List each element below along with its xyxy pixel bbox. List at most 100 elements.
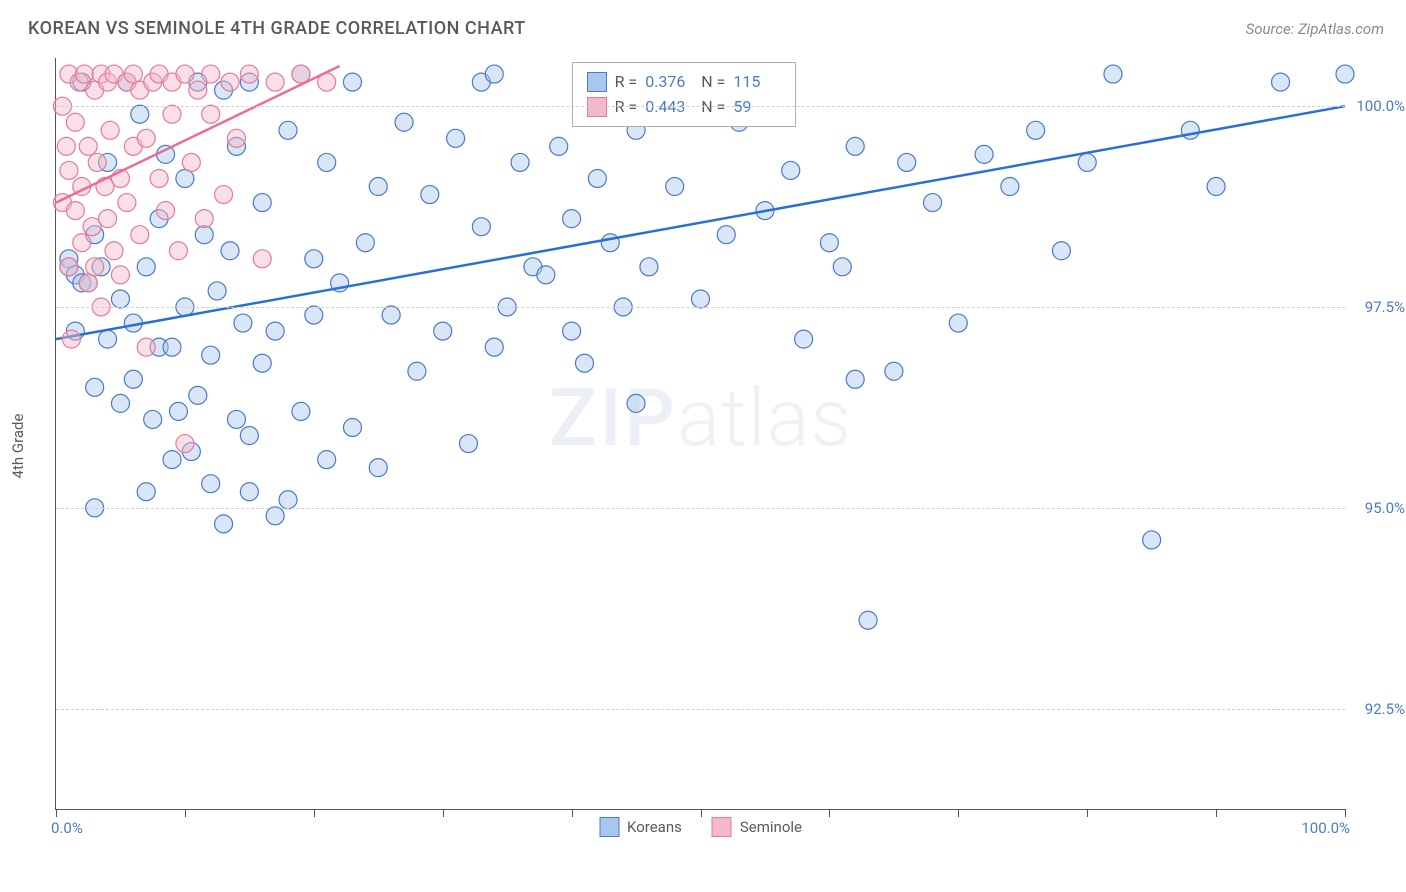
data-point: [176, 169, 194, 187]
data-point: [382, 306, 400, 324]
chart-container: KOREAN VS SEMINOLE 4TH GRADE CORRELATION…: [0, 0, 1406, 892]
data-point: [885, 362, 903, 380]
data-point: [124, 65, 142, 83]
data-point: [202, 105, 220, 123]
data-point: [692, 290, 710, 308]
data-point: [182, 153, 200, 171]
stats-box: R =0.376N =115R =0.443N =59: [572, 62, 797, 127]
data-point: [279, 491, 297, 509]
data-point: [846, 370, 864, 388]
x-tick: [314, 809, 315, 817]
r-value: 0.376: [645, 69, 693, 95]
data-point: [343, 418, 361, 436]
data-point: [550, 137, 568, 155]
x-max-label: 100.0%: [1301, 819, 1350, 837]
x-tick: [1087, 809, 1088, 817]
data-point: [1272, 73, 1290, 91]
plot-area: ZIPatlas R =0.376N =115R =0.443N =59 Kor…: [55, 58, 1345, 810]
data-point: [1027, 121, 1045, 139]
data-point: [131, 105, 149, 123]
data-point: [101, 121, 119, 139]
data-point: [846, 137, 864, 155]
y-tick-label: 92.5%: [1350, 700, 1405, 718]
data-point: [202, 65, 220, 83]
data-point: [1181, 121, 1199, 139]
data-point: [176, 435, 194, 453]
data-point: [833, 258, 851, 276]
data-point: [144, 410, 162, 428]
data-point: [472, 218, 490, 236]
data-point: [215, 515, 233, 533]
data-point: [111, 394, 129, 412]
data-point: [266, 507, 284, 525]
legend-swatch: [599, 817, 619, 837]
y-axis-title: 4th Grade: [9, 414, 27, 479]
x-tick: [829, 809, 830, 817]
bottom-legend: Koreans Seminole: [599, 817, 802, 837]
data-point: [640, 258, 658, 276]
data-point: [1001, 178, 1019, 196]
x-tick: [958, 809, 959, 817]
data-point: [408, 362, 426, 380]
data-point: [1143, 531, 1161, 549]
data-point: [859, 611, 877, 629]
data-point: [253, 354, 271, 372]
gridline: [56, 709, 1345, 710]
chart-title: KOREAN VS SEMINOLE 4TH GRADE CORRELATION…: [28, 18, 526, 39]
data-point: [1104, 65, 1122, 83]
data-point: [195, 210, 213, 228]
data-point: [118, 194, 136, 212]
data-point: [105, 242, 123, 260]
data-point: [202, 475, 220, 493]
data-point: [485, 65, 503, 83]
y-tick-label: 100.0%: [1350, 97, 1405, 115]
data-point: [99, 210, 117, 228]
data-point: [575, 354, 593, 372]
data-point: [163, 451, 181, 469]
data-point: [421, 186, 439, 204]
data-point: [86, 378, 104, 396]
data-point: [434, 322, 452, 340]
data-point: [898, 153, 916, 171]
data-point: [1078, 153, 1096, 171]
data-point: [240, 427, 258, 445]
data-point: [79, 274, 97, 292]
legend-item: Seminole: [712, 817, 802, 837]
data-point: [511, 153, 529, 171]
y-tick-label: 97.5%: [1350, 298, 1405, 316]
data-point: [73, 234, 91, 252]
data-point: [447, 129, 465, 147]
data-point: [305, 306, 323, 324]
data-point: [266, 322, 284, 340]
data-point: [176, 65, 194, 83]
data-point: [537, 266, 555, 284]
data-point: [601, 234, 619, 252]
x-min-label: 0.0%: [51, 819, 83, 837]
data-point: [195, 226, 213, 244]
data-point: [485, 338, 503, 356]
data-point: [234, 314, 252, 332]
data-point: [627, 394, 645, 412]
x-tick: [572, 809, 573, 817]
data-point: [369, 459, 387, 477]
data-point: [459, 435, 477, 453]
data-point: [924, 194, 942, 212]
data-point: [202, 346, 220, 364]
data-point: [305, 250, 323, 268]
data-point: [227, 410, 245, 428]
data-point: [369, 178, 387, 196]
data-point: [343, 73, 361, 91]
x-tick: [56, 809, 57, 817]
data-point: [88, 153, 106, 171]
data-point: [111, 266, 129, 284]
data-point: [1207, 178, 1225, 196]
stats-row: R =0.376N =115: [587, 69, 782, 95]
data-point: [131, 226, 149, 244]
gridline: [56, 307, 1345, 308]
data-point: [795, 330, 813, 348]
data-point: [949, 314, 967, 332]
legend-label: Koreans: [627, 818, 682, 836]
data-point: [99, 330, 117, 348]
legend-swatch: [712, 817, 732, 837]
data-point: [356, 234, 374, 252]
